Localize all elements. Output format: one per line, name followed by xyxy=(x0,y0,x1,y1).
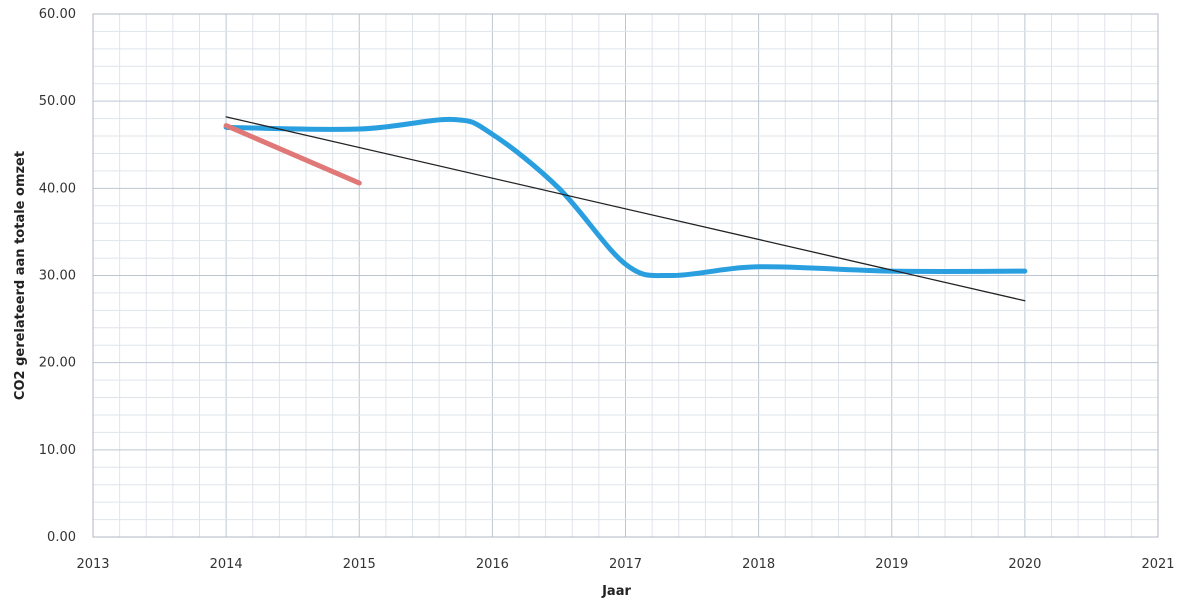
x-tick-label: 2019 xyxy=(875,557,908,572)
x-tick-label: 2020 xyxy=(1008,557,1041,572)
x-axis-label: Jaar xyxy=(601,584,631,599)
plot-area-border xyxy=(92,13,1159,538)
y-tick-label: 30.00 xyxy=(39,269,76,284)
y-tick-label: 60.00 xyxy=(39,7,76,22)
x-tick-label: 2016 xyxy=(476,557,509,572)
y-tick-label: 50.00 xyxy=(39,94,76,109)
chart-series-group xyxy=(223,116,1028,302)
series-line-3 xyxy=(225,116,1026,302)
chart-grid xyxy=(92,13,1159,538)
x-tick-label: 2014 xyxy=(210,557,243,572)
x-tick-label: 2017 xyxy=(609,557,642,572)
y-tick-label: 0.00 xyxy=(47,530,76,545)
x-axis-ticks: 2013 2014 2015 2016 2017 2018 2019 2020 2021 xyxy=(76,557,1174,572)
x-tick-label: 2015 xyxy=(343,557,376,572)
x-tick-label: 2021 xyxy=(1141,557,1174,572)
y-tick-label: 10.00 xyxy=(39,443,76,458)
series-line-1 xyxy=(223,116,1028,279)
y-axis-ticks: 0.00 10.00 20.00 30.00 40.00 50.00 60.00 xyxy=(39,7,76,545)
x-tick-label: 2018 xyxy=(742,557,775,572)
y-axis-label: CO2 gerelateerd aan totale omzet xyxy=(13,151,28,400)
x-tick-label: 2013 xyxy=(76,557,109,572)
series-line-2 xyxy=(223,123,362,186)
y-tick-label: 40.00 xyxy=(39,181,76,196)
y-tick-label: 20.00 xyxy=(39,356,76,371)
